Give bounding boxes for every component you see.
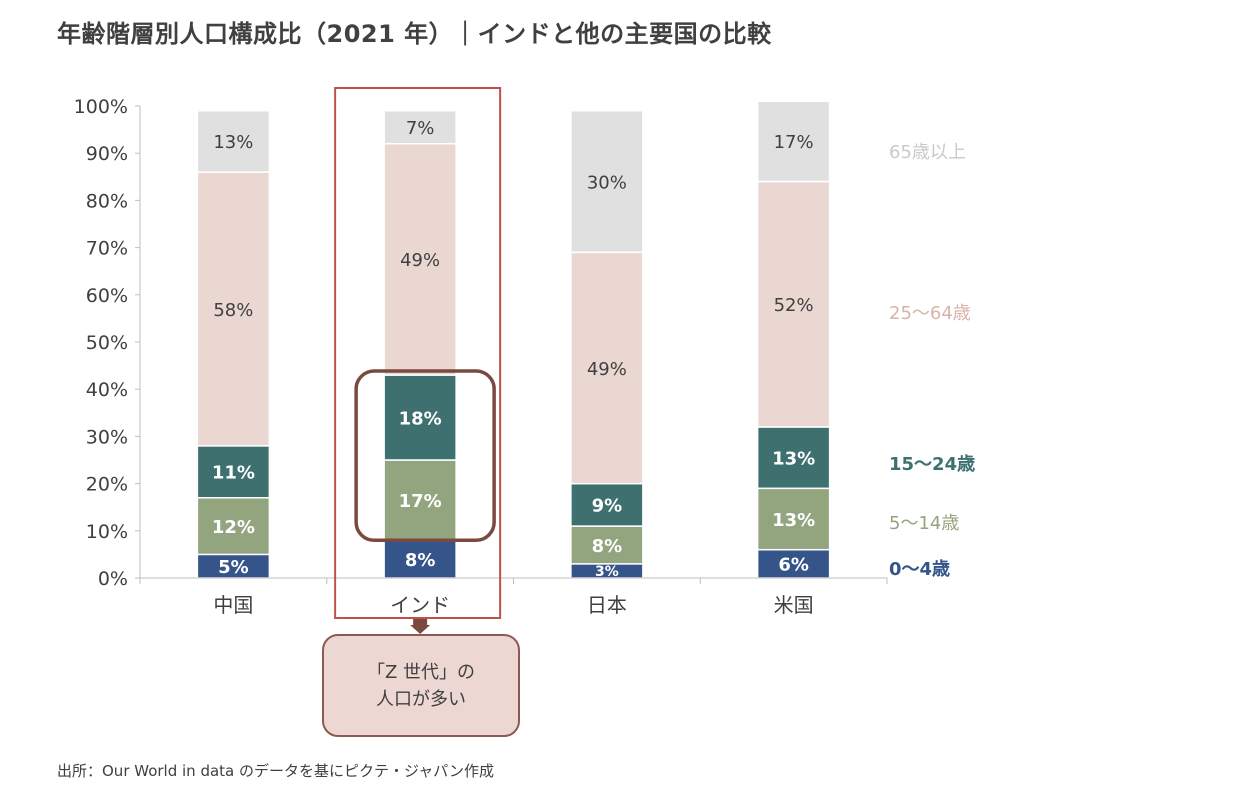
y-tick-label: 90% (86, 143, 128, 165)
data-label: 8% (592, 536, 623, 557)
data-label: 11% (212, 463, 255, 484)
bar-segment-age_5_14 (570, 525, 644, 565)
bar-segment-age_65_plus (196, 109, 271, 173)
y-tick-label: 20% (86, 474, 128, 496)
gen-z-callout: 「Z 世代」の 人口が多い (322, 634, 520, 737)
highlights (334, 87, 502, 634)
bar-segment-age_0_4 (756, 548, 831, 579)
callout-line-1: 「Z 世代」の (366, 661, 476, 683)
data-label: 13% (213, 132, 253, 153)
india-highlight-box (334, 87, 502, 619)
legend-label-age_5_14: 5〜14歳 (889, 513, 959, 534)
x-axis: 中国 インド 日本 米国 (139, 577, 888, 617)
legend-label-age_65_plus: 65歳以上 (889, 142, 966, 163)
y-tick-label: 10% (86, 521, 128, 543)
arrow-down-icon (410, 625, 431, 634)
source-note: 出所：Our World in data のデータを基にピクテ・ジャパン作成 (57, 762, 495, 780)
data-labels: 5% 12% 11% 58% 13% 8% 17% 18% 49% 7% 3% 8% 9% 49% 30% 6… (212, 118, 815, 580)
y-tick-label: 70% (86, 238, 128, 260)
y-axis: 0% 10% 20% 30% 40% 50% 60% 70% 80% 90% 100% (74, 96, 141, 590)
bar-segment-age_65_plus (570, 109, 644, 254)
legend-label-age_15_24: 15〜24歳 (889, 454, 975, 475)
data-label: 30% (587, 172, 627, 193)
bar-segment-age_0_4 (383, 539, 457, 579)
legend-label-age_25_64: 25〜64歳 (889, 303, 971, 324)
data-label: 18% (399, 408, 442, 429)
data-label: 13% (772, 448, 815, 469)
y-tick-label: 0% (98, 568, 128, 590)
bar-segment-age_25_64 (383, 143, 457, 376)
bar-segment-age_15_24 (756, 426, 831, 490)
legend-label-age_0_4: 0〜4歳 (889, 559, 950, 580)
bar-segment-age_65_plus (383, 109, 457, 145)
legend: 0〜4歳 5〜14歳 15〜24歳 25〜64歳 65歳以上 (889, 142, 975, 580)
y-tick-label: 30% (86, 426, 128, 448)
bar-segment-age_5_14 (756, 487, 831, 551)
x-tick-label: 中国 (213, 593, 253, 617)
y-tick-label: 50% (86, 332, 128, 354)
bar-segment-age_5_14 (383, 459, 457, 541)
bar-segment-age_15_24 (383, 374, 457, 461)
x-tick-label: 日本 (587, 593, 627, 617)
data-label: 49% (587, 359, 627, 380)
data-label: 5% (218, 557, 249, 578)
y-tick-label: 80% (86, 190, 128, 212)
data-label: 8% (405, 550, 436, 571)
data-label: 49% (400, 250, 440, 271)
chart-title: 年齢階層別人口構成比（2021 年）｜インドと他の主要国の比較 (57, 20, 772, 48)
data-label: 17% (774, 132, 814, 153)
bar-segment-age_25_64 (756, 180, 831, 428)
callout-line-2: 人口が多い (376, 688, 466, 710)
data-label: 12% (212, 517, 255, 538)
data-label: 6% (778, 555, 809, 576)
data-label: 52% (774, 295, 814, 316)
x-tick-label: インド (390, 593, 450, 617)
y-tick-label: 100% (74, 96, 128, 118)
data-label: 13% (772, 510, 815, 531)
x-tick-label: 米国 (774, 593, 814, 617)
data-label: 7% (406, 118, 435, 139)
bars (196, 100, 831, 579)
arrow-shaft (413, 619, 428, 625)
y-tick-label: 40% (86, 379, 128, 401)
gen-z-highlight-box (354, 369, 496, 542)
data-label: 17% (399, 491, 442, 512)
bar-segment-age_65_plus (756, 100, 831, 183)
y-tick-label: 60% (86, 285, 128, 307)
data-label: 9% (592, 496, 623, 517)
data-label: 58% (213, 300, 253, 321)
data-label: 3% (595, 564, 619, 580)
